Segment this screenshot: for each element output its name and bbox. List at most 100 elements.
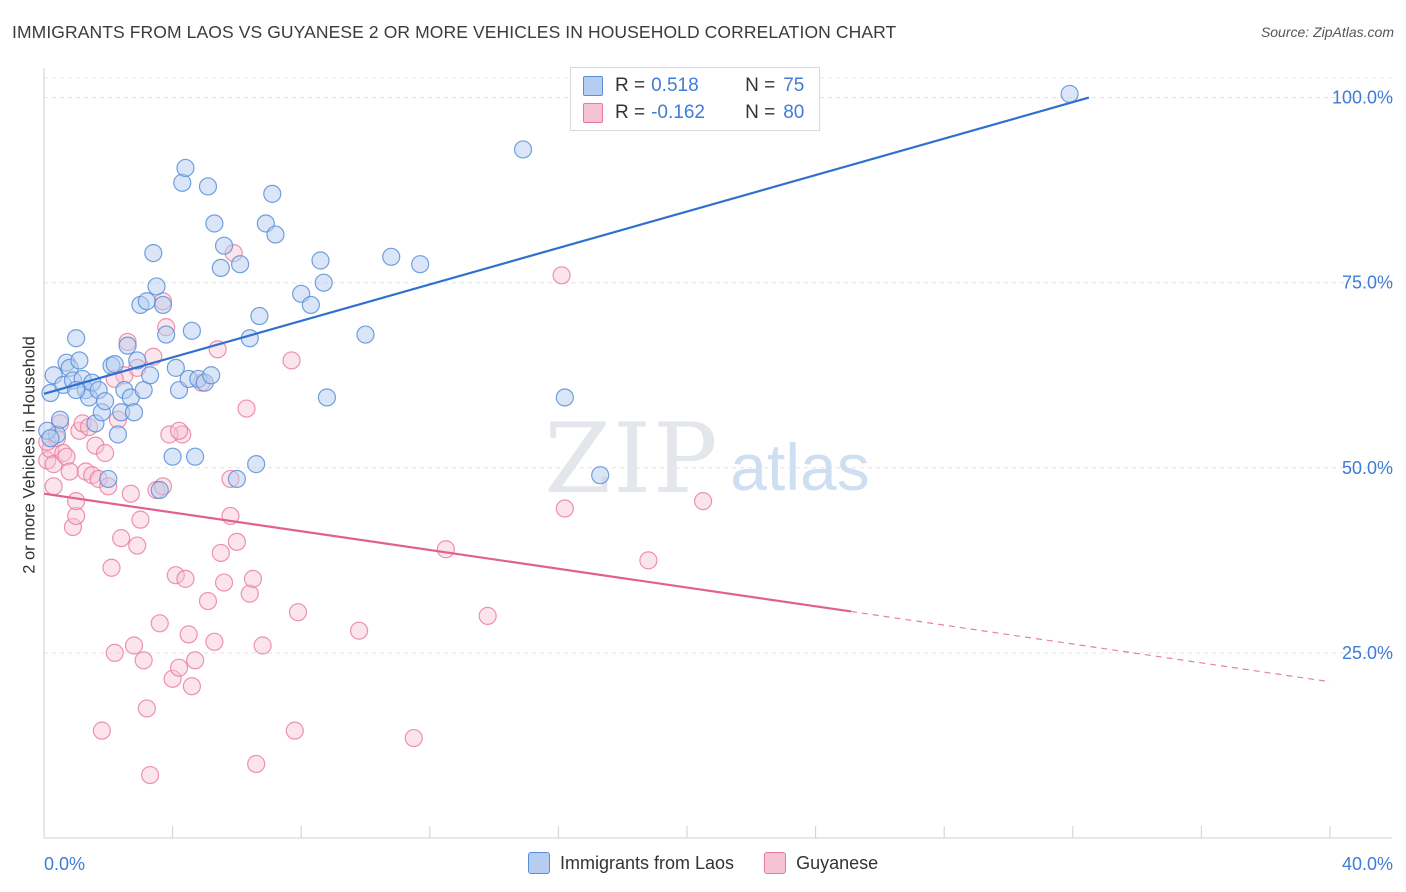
guyanese-point: [176, 569, 195, 588]
grid-lines: [44, 77, 1392, 654]
guyanese-point: [198, 591, 218, 611]
laos-point: [124, 403, 144, 422]
guyanese-point: [160, 425, 179, 444]
laos-point: [314, 273, 333, 292]
guyanese-point: [57, 447, 76, 466]
guyanese-point: [124, 636, 144, 655]
laos-point: [150, 480, 169, 500]
laos-point: [137, 292, 156, 311]
laos-point: [555, 388, 574, 407]
guyanese-point: [179, 625, 198, 644]
legend-item-guyanese[interactable]: Guyanese: [764, 852, 878, 874]
laos-point: [118, 336, 137, 355]
legend-item-laos[interactable]: Immigrants from Laos: [528, 852, 734, 874]
laos-point: [250, 306, 269, 326]
legend-swatch-laos: [583, 76, 603, 96]
laos-point: [1060, 84, 1079, 104]
legend-r-label: R =: [615, 102, 646, 123]
laos-point: [247, 455, 266, 474]
y-axis-label: 2 or more Vehicles in Household: [20, 336, 39, 574]
guyanese-point: [285, 721, 304, 740]
laos-point: [227, 469, 246, 489]
watermark-zip: ZIP: [544, 403, 719, 515]
laos-point: [67, 329, 86, 348]
laos-point: [513, 140, 533, 159]
guyanese-point: [102, 558, 121, 577]
laos-point: [105, 355, 124, 374]
guyanese-point: [205, 632, 224, 651]
watermark-atlas: atlas: [730, 430, 869, 504]
legend-swatch-laos: [528, 852, 550, 874]
guyanese-point: [67, 492, 86, 511]
laos-point: [153, 295, 173, 315]
laos-point: [95, 392, 115, 411]
guyanese-point: [247, 754, 266, 774]
series-legend: Immigrants from Laos Guyanese: [528, 852, 908, 874]
laos-point: [198, 177, 218, 196]
legend-n-label: N =: [745, 75, 776, 96]
guyanese-point: [478, 606, 497, 625]
guyanese-point: [112, 529, 131, 548]
source-label: Source: ZipAtlas.com: [1260, 24, 1394, 40]
tick-labels: 25.0% 50.0% 75.0% 100.0% 0.0% 40.0%: [44, 88, 1393, 874]
laos-point: [301, 295, 320, 315]
guyanese-point: [227, 532, 246, 551]
guyanese-point: [253, 636, 272, 655]
laos-point: [50, 410, 70, 429]
guyanese-point: [150, 614, 169, 633]
x-tick-label: 0.0%: [44, 854, 85, 874]
stats-legend: R = 0.518 N = 75 R = -0.162 N = 80: [570, 67, 820, 131]
guyanese-point: [555, 499, 574, 518]
guyanese-point: [552, 266, 571, 285]
stats-legend-row-guyanese: R = -0.162 N = 80: [583, 101, 804, 125]
laos-trend-line: [43, 96, 1090, 395]
legend-n-label: N =: [745, 102, 776, 123]
laos-point: [211, 258, 230, 278]
guyanese-point: [166, 566, 185, 585]
laos-point: [411, 255, 430, 274]
laos-point: [311, 251, 330, 270]
laos-point: [231, 255, 250, 274]
legend-label-laos: Immigrants from Laos: [560, 852, 735, 873]
guyanese-point: [693, 492, 713, 511]
laos-point: [144, 243, 163, 263]
guyanese-point: [60, 462, 79, 481]
guyanese-point: [128, 536, 147, 555]
laos-point: [166, 358, 185, 377]
guyanese-point: [137, 699, 156, 718]
laos-point: [108, 425, 128, 444]
legend-swatch-guyanese: [583, 103, 603, 123]
laos-point: [263, 184, 282, 203]
guyanese-point: [63, 517, 83, 537]
guyanese-point: [404, 728, 423, 748]
legend-swatch-guyanese: [764, 852, 787, 874]
guyanese-trend-line: [43, 492, 852, 613]
laos-point: [186, 447, 205, 466]
laos-point: [163, 447, 182, 466]
laos-point: [128, 351, 147, 370]
guyanese-point: [95, 443, 115, 463]
laos-point: [70, 351, 89, 370]
x-tick-label: 40.0%: [1342, 854, 1393, 874]
laos-point: [99, 469, 118, 489]
y-tick-label: 50.0%: [1342, 458, 1393, 478]
guyanese-point: [134, 651, 153, 670]
laos-point: [214, 236, 234, 255]
legend-n-value: 75: [783, 75, 805, 96]
guyanese-point: [169, 658, 189, 677]
laos-point: [176, 158, 195, 178]
legend-label-guyanese: Guyanese: [796, 852, 879, 873]
y-tick-label: 75.0%: [1342, 273, 1393, 293]
laos-point: [173, 173, 192, 192]
guyanese-point: [214, 573, 234, 592]
guyanese-trend-extension: [850, 610, 1331, 683]
guyanese-point: [211, 543, 230, 563]
legend-r-label: R =: [615, 75, 646, 96]
guyanese-point: [639, 551, 658, 570]
watermark: ZIP atlas: [544, 403, 869, 515]
guyanese-point: [131, 510, 150, 529]
legend-r-value: -0.162: [651, 102, 705, 123]
y-tick-label: 25.0%: [1342, 643, 1393, 663]
series-laos-points: [38, 84, 1079, 500]
